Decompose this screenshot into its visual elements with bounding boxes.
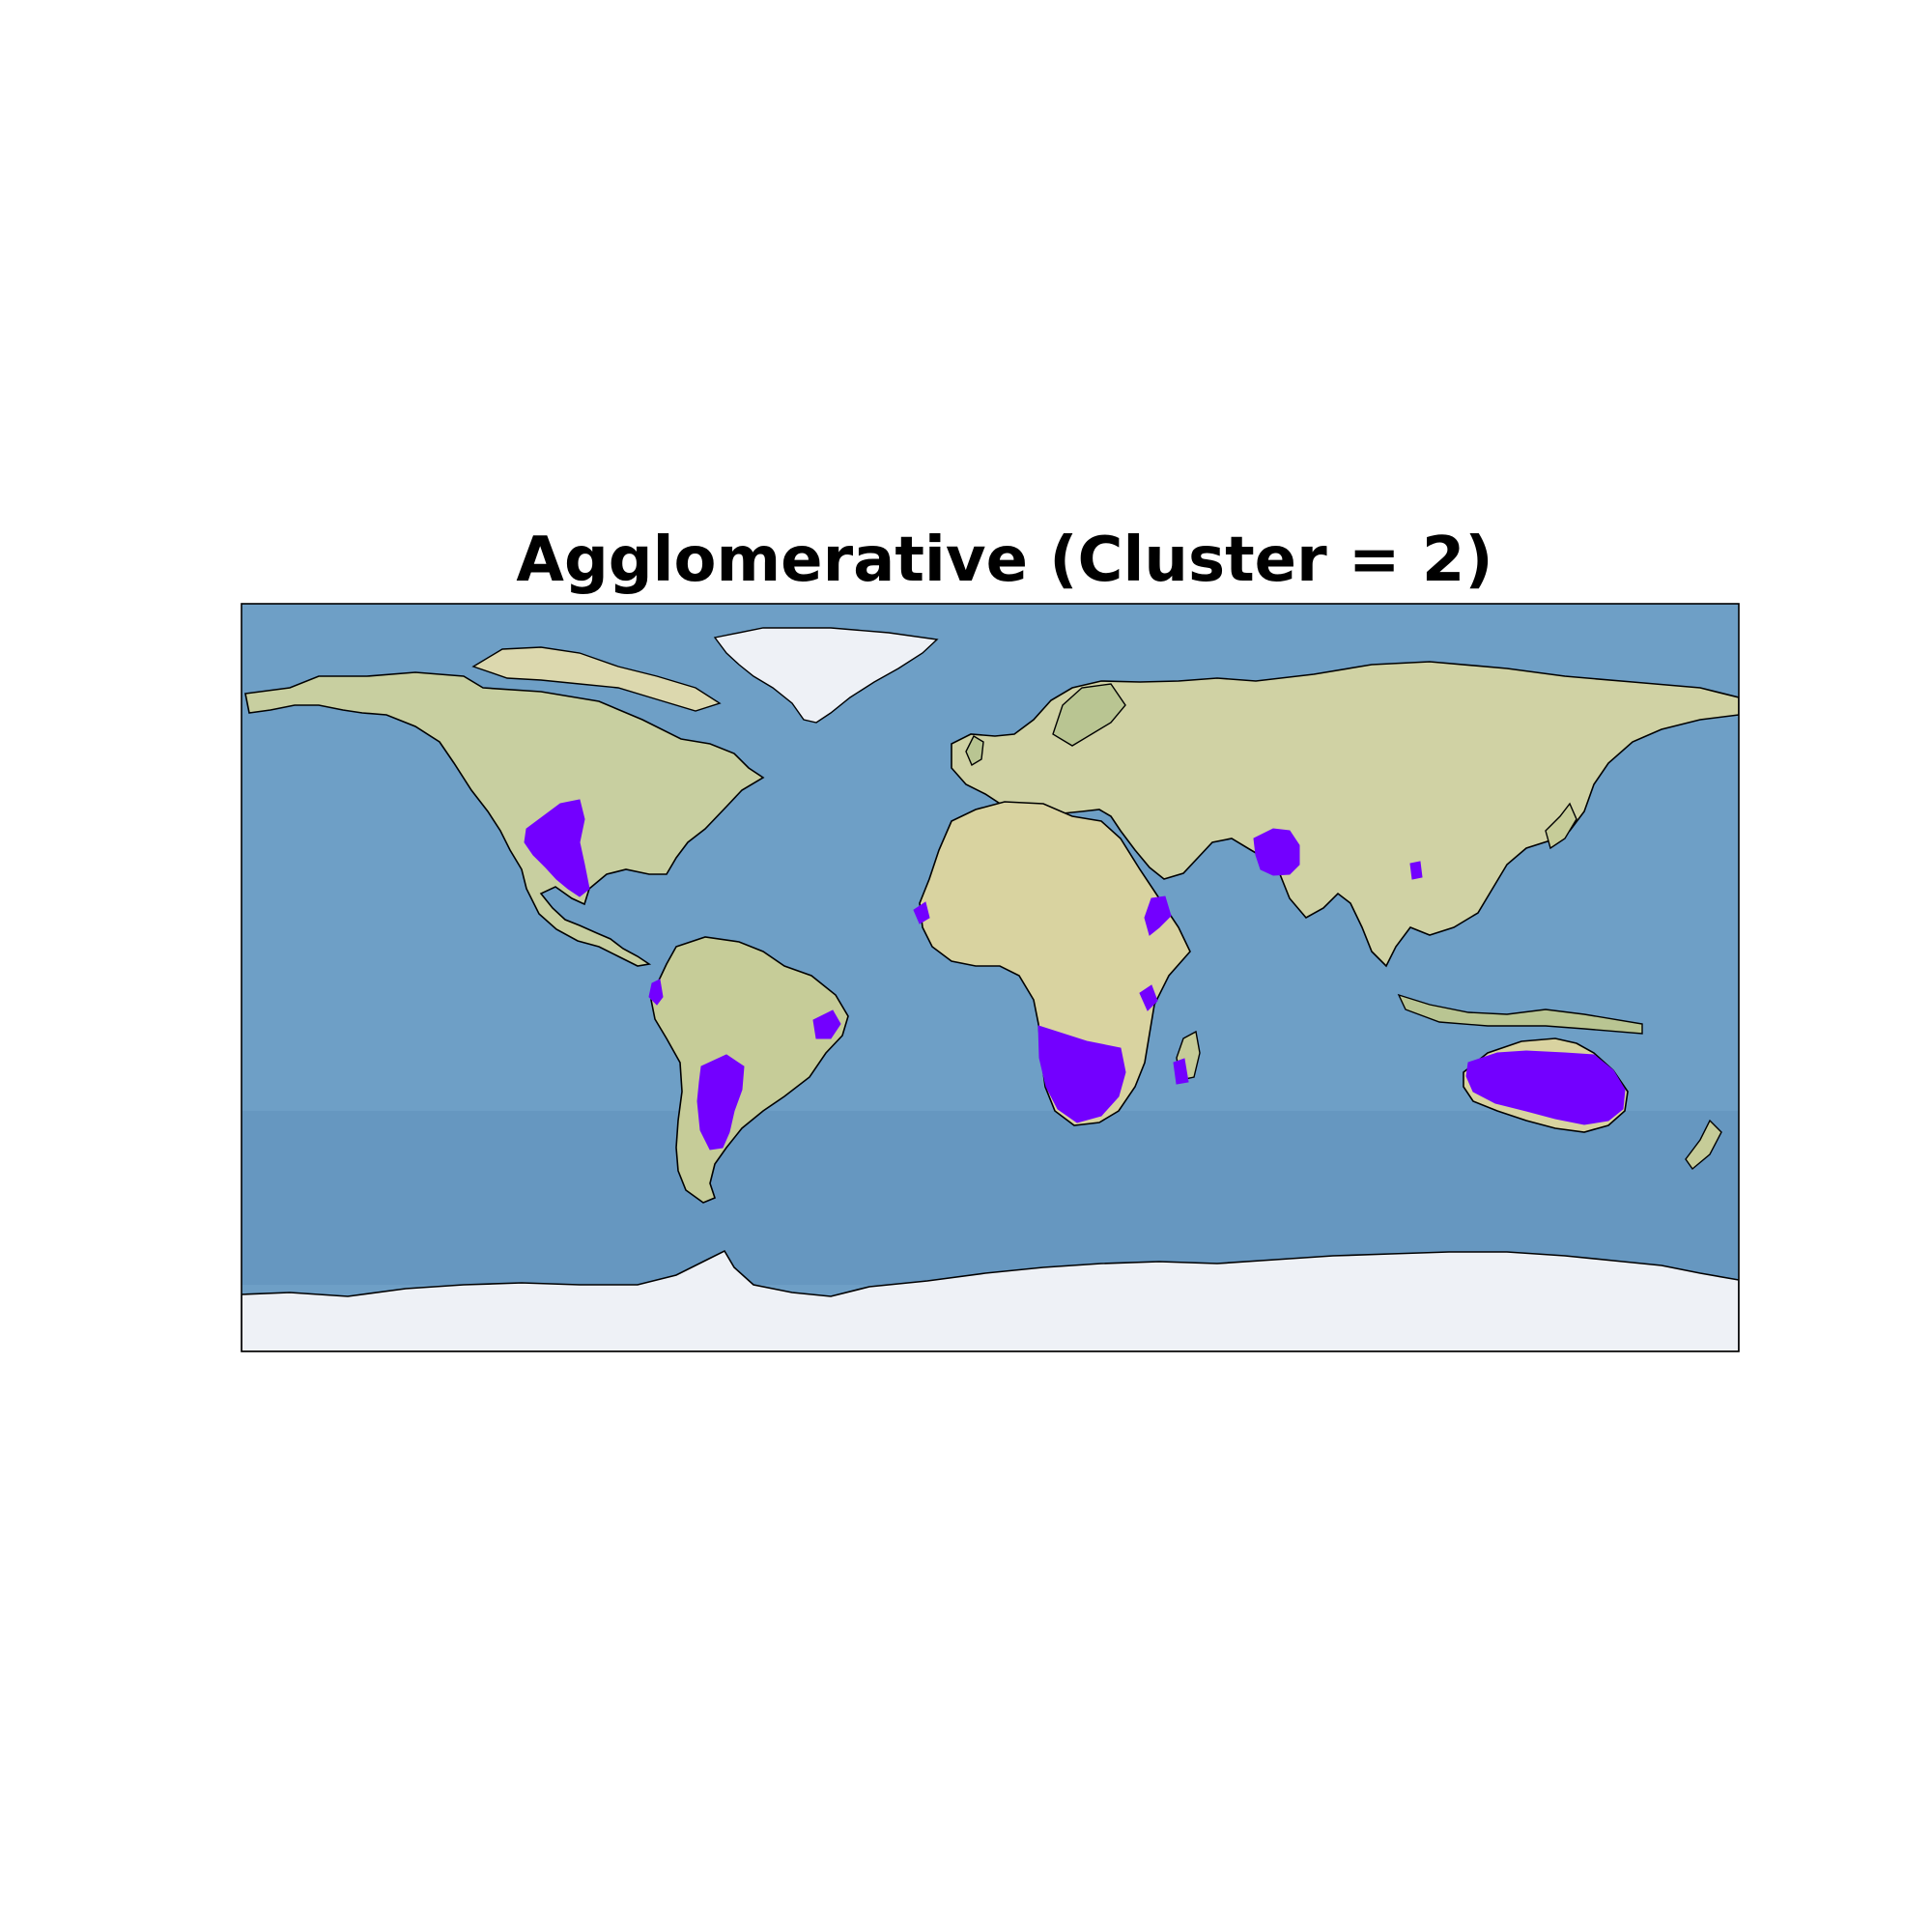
landmass-great-britain: [965, 735, 984, 767]
cluster-marker: [1253, 828, 1300, 876]
cluster-marker: [1465, 1050, 1626, 1125]
cluster-marker: [1173, 1058, 1189, 1085]
cluster-marker: [1409, 861, 1423, 880]
cluster-marker: [524, 799, 590, 897]
cluster-marker: [648, 979, 664, 1006]
cluster-marker: [913, 901, 930, 924]
cluster-marker: [696, 1054, 745, 1151]
landmass-indonesia: [1397, 993, 1643, 1035]
landmass-eurasia: [951, 661, 1739, 968]
landmass-arctic-canada: [471, 646, 722, 712]
landmass-south-america: [650, 936, 849, 1204]
landmass-north-america: [244, 671, 765, 967]
map-frame: [241, 603, 1740, 1352]
cluster-marker: [1139, 984, 1158, 1011]
cluster-marker: [1144, 895, 1172, 936]
landmass-new-zealand: [1685, 1119, 1722, 1171]
map-title: Agglomerative (Cluster = 2): [516, 525, 1493, 596]
cluster-markers: [524, 799, 1626, 1151]
landmass-greenland: [713, 627, 939, 724]
landmass-africa: [919, 801, 1191, 1126]
cluster-marker: [1037, 1025, 1126, 1123]
landmass-japan: [1545, 802, 1577, 850]
cluster-marker: [812, 1009, 841, 1039]
landmass-scandinavia: [1052, 683, 1126, 747]
landmass-antarctica: [242, 1249, 1739, 1351]
